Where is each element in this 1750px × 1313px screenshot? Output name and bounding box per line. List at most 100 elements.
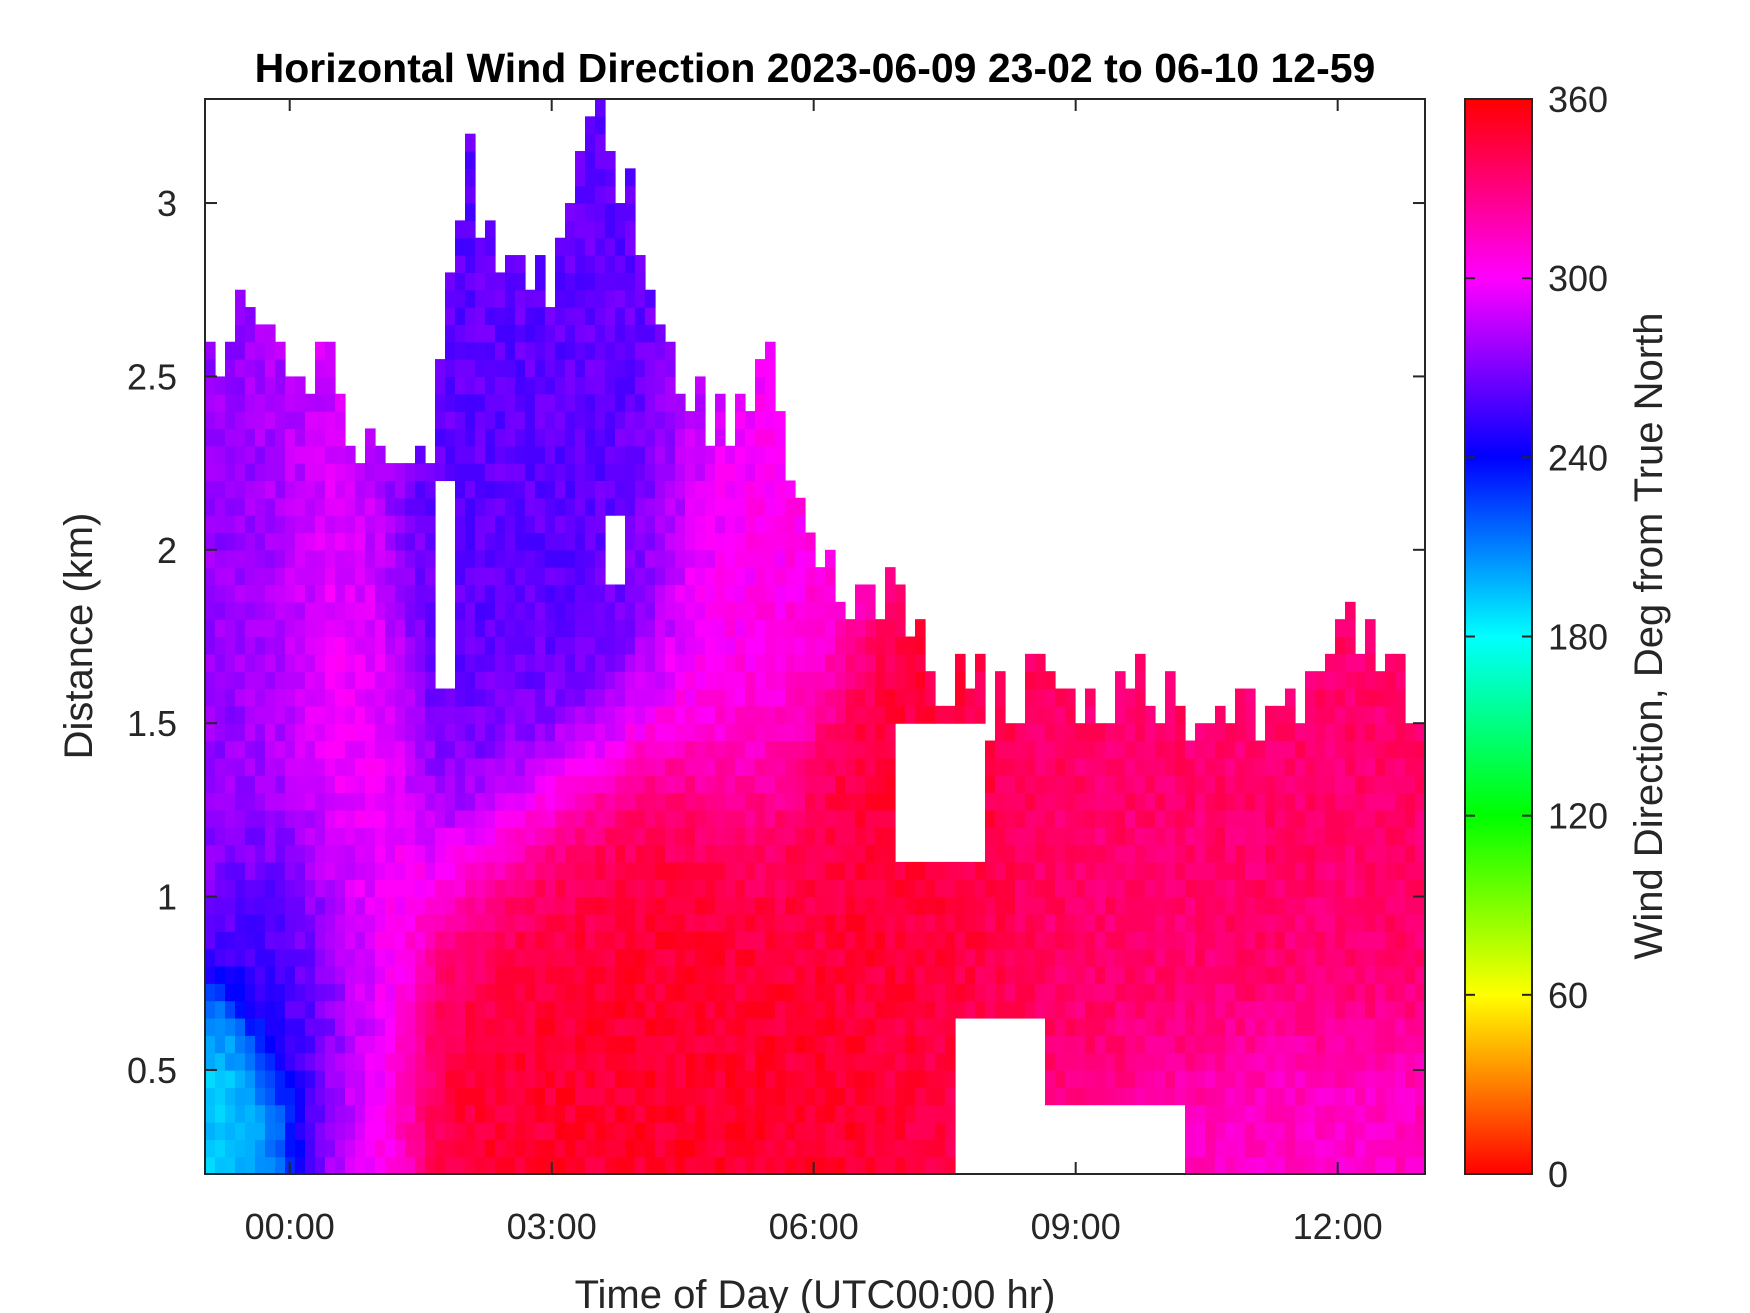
- heatmap-cell: [1045, 1000, 1056, 1019]
- heatmap-cell: [1245, 1156, 1256, 1174]
- heatmap-cell: [765, 1069, 776, 1088]
- heatmap-cell: [695, 1069, 706, 1088]
- heatmap-cell: [795, 1087, 806, 1106]
- heatmap-cell: [375, 896, 386, 915]
- heatmap-cell: [385, 775, 396, 794]
- heatmap-cell: [535, 1139, 546, 1158]
- heatmap-cell: [1175, 1087, 1186, 1106]
- heatmap-cell: [1155, 948, 1166, 967]
- heatmap-cell: [375, 948, 386, 967]
- heatmap-cell: [315, 393, 326, 412]
- heatmap-cell: [615, 1069, 626, 1088]
- heatmap-cell: [315, 376, 326, 395]
- heatmap-cell: [905, 879, 916, 898]
- heatmap-cell: [355, 983, 366, 1002]
- heatmap-cell: [815, 792, 826, 811]
- heatmap-cell: [1375, 861, 1386, 880]
- heatmap-cell: [435, 1017, 446, 1036]
- heatmap-cell: [1355, 792, 1366, 811]
- heatmap-cell: [845, 1035, 856, 1054]
- heatmap-cell: [655, 896, 666, 915]
- heatmap-cell: [965, 688, 976, 707]
- heatmap-cell: [695, 879, 706, 898]
- heatmap-cell: [965, 1000, 976, 1019]
- heatmap-cell: [475, 705, 486, 724]
- heatmap-cell: [415, 671, 426, 690]
- heatmap-cell: [485, 463, 496, 482]
- heatmap-cell: [565, 913, 576, 932]
- heatmap-cell: [775, 636, 786, 655]
- heatmap-cell: [1335, 1069, 1346, 1088]
- heatmap-cell: [365, 1000, 376, 1019]
- heatmap-cell: [1015, 879, 1026, 898]
- heatmap-cell: [515, 411, 526, 430]
- heatmap-cell: [555, 792, 566, 811]
- heatmap-cell: [575, 757, 586, 776]
- heatmap-cell: [1385, 1104, 1396, 1123]
- heatmap-cell: [595, 289, 606, 308]
- heatmap-cell: [1385, 775, 1396, 794]
- heatmap-cell: [595, 636, 606, 655]
- heatmap-cell: [525, 896, 536, 915]
- heatmap-cell: [735, 1017, 746, 1036]
- heatmap-cell: [935, 965, 946, 984]
- heatmap-cell: [735, 948, 746, 967]
- heatmap-cell: [325, 619, 336, 638]
- heatmap-cell: [385, 879, 396, 898]
- heatmap-cell: [325, 376, 336, 395]
- heatmap-cell: [1335, 1121, 1346, 1140]
- heatmap-cell: [1015, 896, 1026, 915]
- heatmap-cell: [335, 1035, 346, 1054]
- heatmap-cell: [745, 428, 756, 447]
- heatmap-cell: [325, 411, 336, 430]
- heatmap-cell: [1355, 653, 1366, 672]
- heatmap-cell: [755, 671, 766, 690]
- heatmap-cell: [235, 549, 246, 568]
- heatmap-cell: [235, 913, 246, 932]
- heatmap-cell: [925, 1017, 936, 1036]
- heatmap-cell: [1125, 775, 1136, 794]
- x-tick-label: 06:00: [769, 1206, 859, 1247]
- heatmap-cell: [795, 931, 806, 950]
- heatmap-cell: [1205, 1104, 1216, 1123]
- heatmap-cell: [425, 723, 436, 742]
- heatmap-cell: [505, 896, 516, 915]
- heatmap-cell: [1335, 1087, 1346, 1106]
- heatmap-cell: [455, 1052, 466, 1071]
- heatmap-cell: [1055, 809, 1066, 828]
- heatmap-cell: [1315, 896, 1326, 915]
- heatmap-cell: [835, 792, 846, 811]
- heatmap-cell: [535, 983, 546, 1002]
- heatmap-cell: [815, 705, 826, 724]
- heatmap-cell: [345, 896, 356, 915]
- heatmap-cell: [1185, 861, 1196, 880]
- heatmap-cell: [395, 965, 406, 984]
- y-tick-label: 0.5: [127, 1050, 177, 1091]
- heatmap-cell: [945, 983, 956, 1002]
- heatmap-cell: [655, 671, 666, 690]
- heatmap-cell: [385, 705, 396, 724]
- heatmap-cell: [645, 948, 656, 967]
- heatmap-cell: [1045, 983, 1056, 1002]
- heatmap-cell: [655, 532, 666, 551]
- heatmap-cell: [235, 584, 246, 603]
- heatmap-cell: [735, 1069, 746, 1088]
- heatmap-cell: [645, 636, 656, 655]
- heatmap-cell: [805, 1104, 816, 1123]
- heatmap-cell: [515, 896, 526, 915]
- heatmap-cell: [1245, 809, 1256, 828]
- heatmap-cell: [605, 913, 616, 932]
- heatmap-cell: [375, 636, 386, 655]
- heatmap-cell: [1015, 844, 1026, 863]
- heatmap-cell: [595, 792, 606, 811]
- heatmap-cell: [1415, 844, 1425, 863]
- heatmap-cell: [545, 463, 556, 482]
- heatmap-cell: [415, 792, 426, 811]
- heatmap-cell: [305, 983, 316, 1002]
- heatmap-cell: [575, 203, 586, 221]
- heatmap-cell: [875, 1087, 886, 1106]
- heatmap-cell: [745, 809, 756, 828]
- heatmap-cell: [1345, 723, 1356, 742]
- heatmap-cell: [285, 723, 296, 742]
- heatmap-cell: [495, 827, 506, 846]
